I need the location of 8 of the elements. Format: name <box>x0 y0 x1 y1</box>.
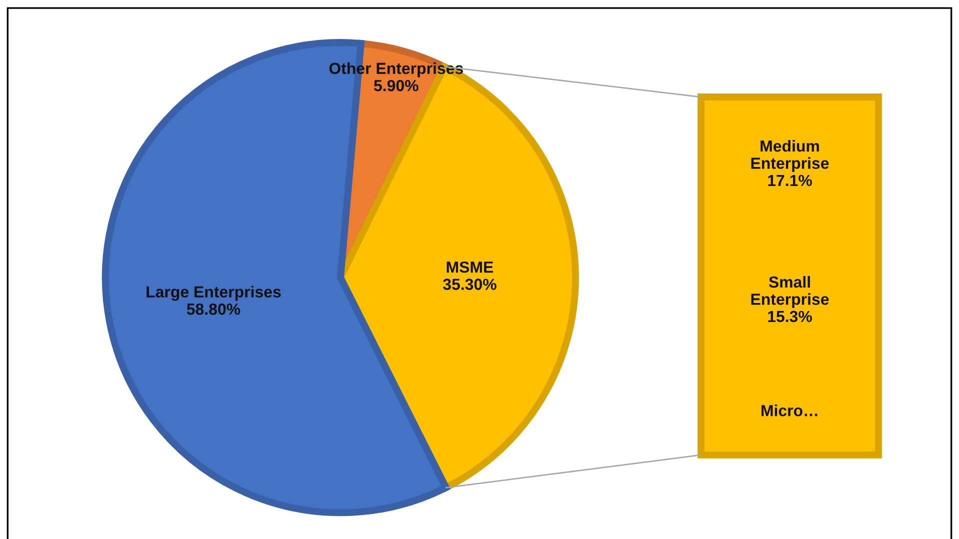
data-label: 5.90% <box>374 80 418 92</box>
data-label: 35.30% <box>443 278 496 290</box>
text: Small Enterprise 15.3% <box>751 276 829 322</box>
text: Micro… <box>762 404 818 416</box>
text: Medium Enterprise 17.1% <box>751 140 829 186</box>
slice-label: MSME <box>446 261 494 273</box>
data-label: 58.80% <box>186 304 240 315</box>
slice-label: Large Enterprises <box>146 286 281 301</box>
